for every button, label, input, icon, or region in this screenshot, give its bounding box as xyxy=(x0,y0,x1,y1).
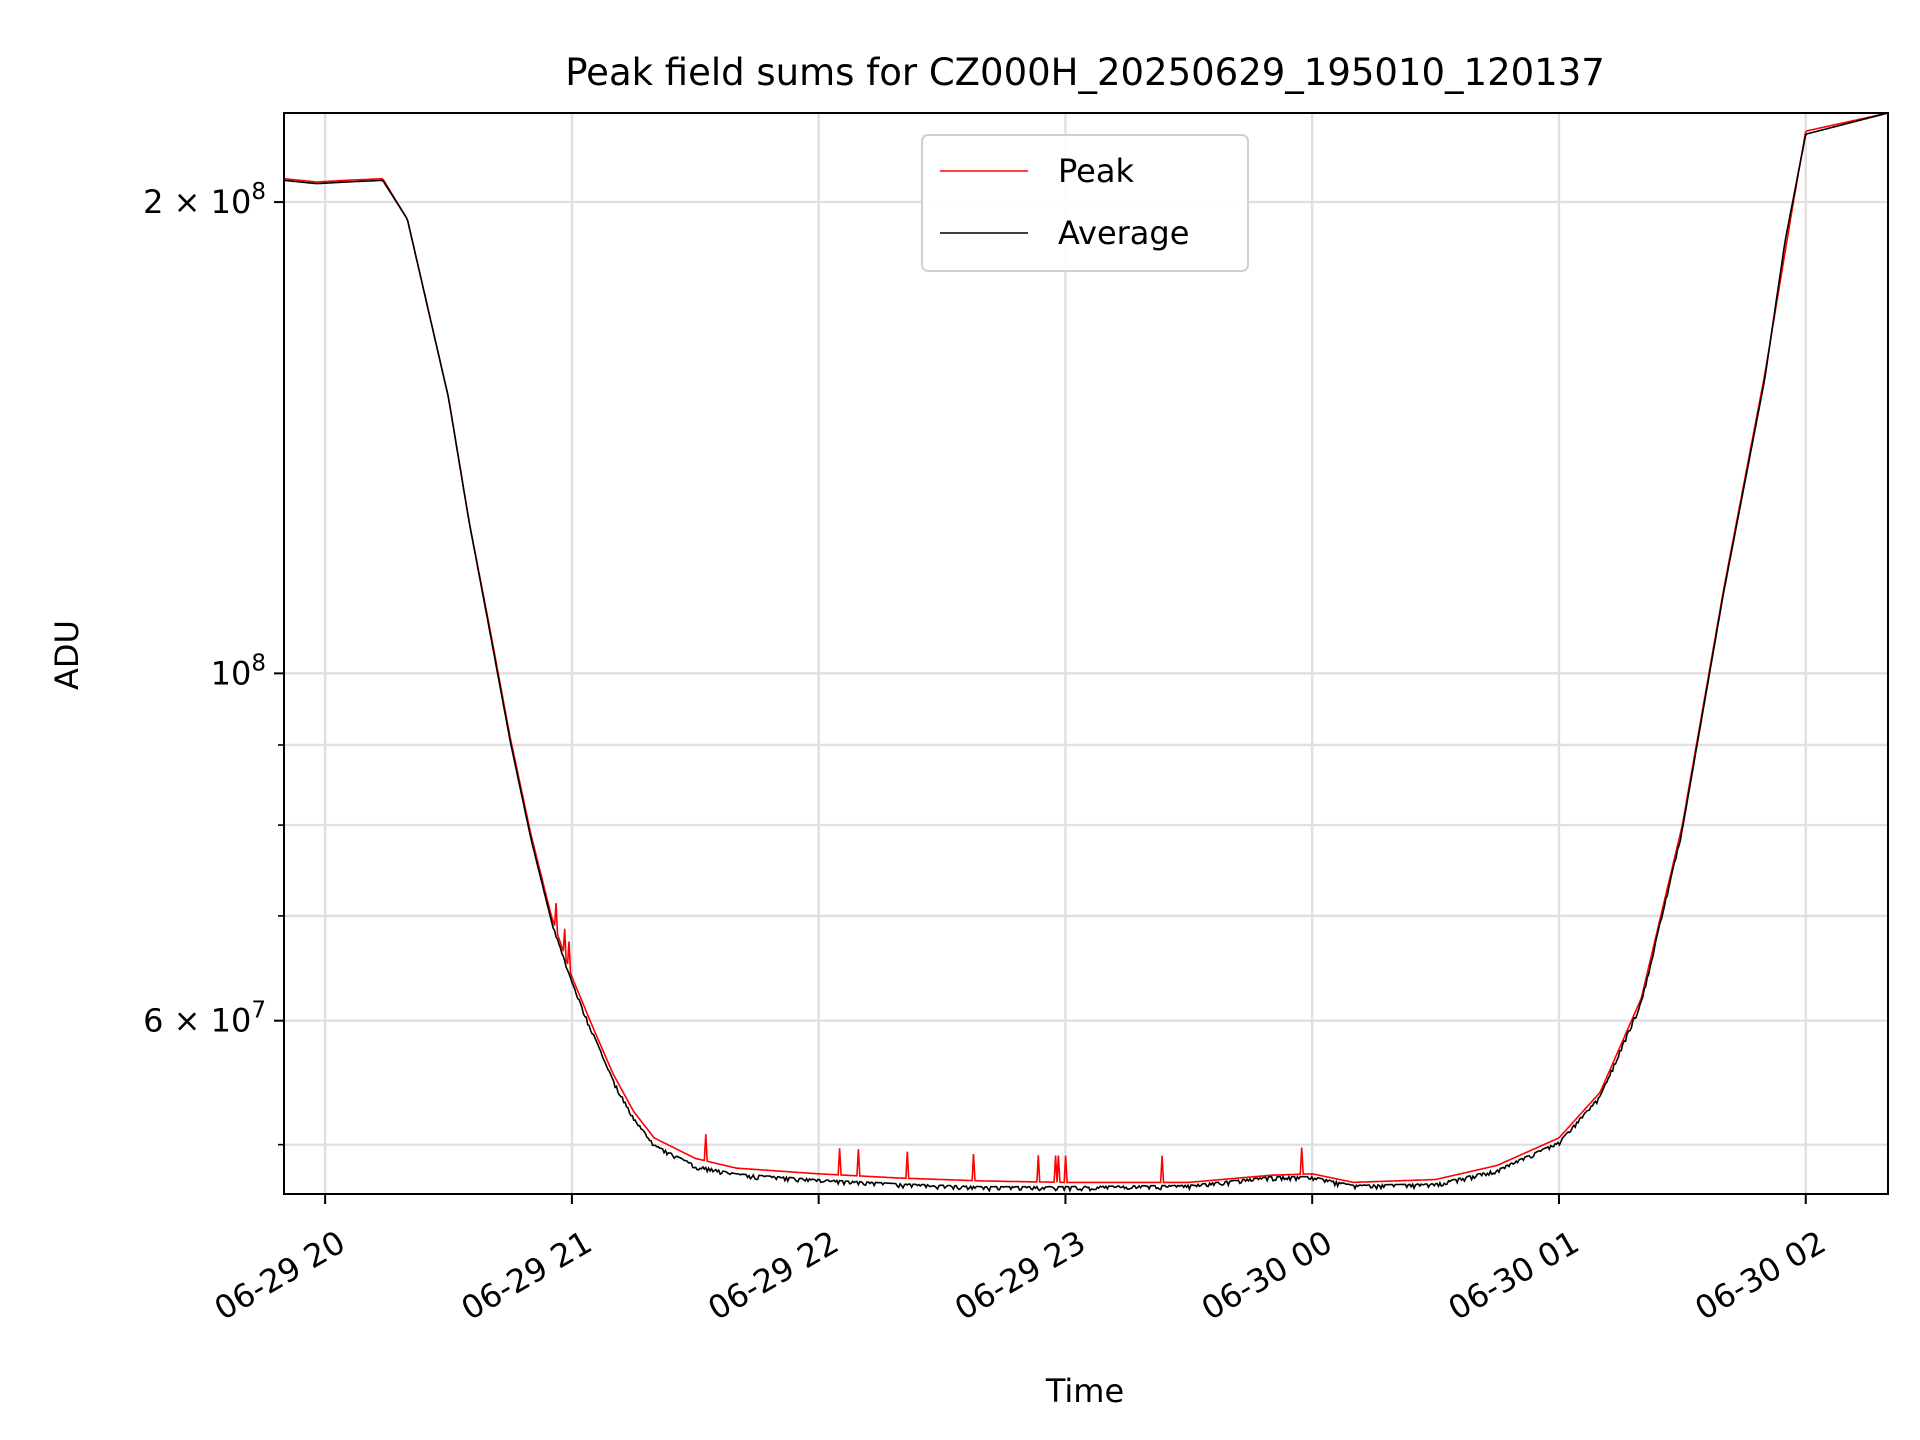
x-axis-label: Time xyxy=(1045,1372,1124,1410)
legend: Peak Average xyxy=(921,134,1249,272)
y-tick-label: 2 × 108 xyxy=(143,179,266,221)
plot-frame xyxy=(283,112,1889,1195)
series-line-average xyxy=(284,113,1888,1193)
legend-label-peak: Peak xyxy=(1058,152,1134,190)
series-line-peak xyxy=(284,113,1888,1184)
y-tick-label: 108 xyxy=(211,650,266,692)
chart-title: Peak field sums for CZ000H_20250629_1950… xyxy=(565,51,1605,94)
y-tick-label: 6 × 107 xyxy=(143,998,266,1040)
legend-label-average: Average xyxy=(1058,214,1189,252)
series-layer xyxy=(284,113,1888,1193)
y-axis-label: ADU xyxy=(48,620,86,690)
legend-box xyxy=(921,134,1249,272)
